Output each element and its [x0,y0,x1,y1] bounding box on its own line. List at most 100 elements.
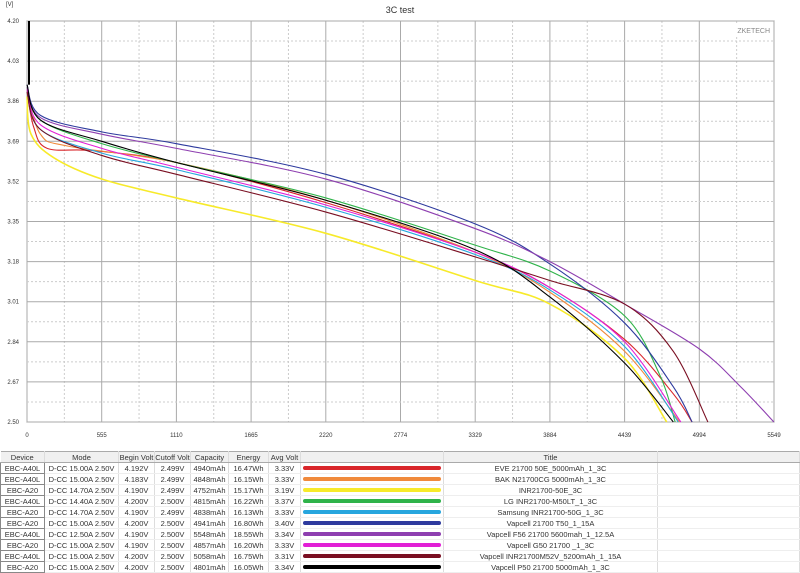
y-tick-label: 3.18 [7,260,19,266]
table-cell: 4.190V [118,506,155,518]
table-cell: 4857mAh [190,539,229,551]
table-cell: 3.37V [268,495,301,507]
table-cell: 2.499V [154,462,191,474]
color-bar [303,466,441,470]
table-cell: EBC-A40L [0,473,45,485]
table-cell: 4815mAh [190,495,229,507]
y-tick-label: 3.69 [7,139,19,145]
table-row[interactable]: EBC-A20 D-CC 15.00A 2.50V 4.200V 2.500V 4801… [0,561,800,573]
column-header[interactable]: Avg Volt [268,451,301,463]
results-table: Device Mode Begin Volt Cutoff Volt Capacity E… [0,451,800,573]
table-cell: D-CC 15.00A 2.50V [44,517,119,529]
y-tick-label: 4.20 [7,19,19,25]
discharge-chart: [V] 3C test 0 555 1110 1665 2220 2774 3329 3884… [6,2,781,439]
column-header[interactable]: Begin Volt [118,451,155,463]
chart-title: 3C test [386,5,415,15]
column-header[interactable]: Cutoff Volt [154,451,191,463]
table-cell: D-CC 14.70A 2.50V [44,506,119,518]
table-cell: BAK N21700CG 5000mAh_1_3C [443,473,658,485]
table-cell-empty [657,473,800,485]
table-cell: 4.200V [118,517,155,529]
y-tick-label: 3.01 [7,300,19,306]
table-cell-empty [657,517,800,529]
table-cell: D-CC 14.40A 2.50V [44,495,119,507]
table-row[interactable]: EBC-A20 D-CC 15.00A 2.50V 4.190V 2.500V 4857… [0,539,800,551]
table-row[interactable]: EBC-A20 D-CC 14.70A 2.50V 4.190V 2.499V 4752… [0,484,800,496]
table-row[interactable]: EBC-A40L D-CC 14.40A 2.50V 4.200V 2.500V 481… [0,495,800,507]
table-cell: EBC-A20 [0,506,45,518]
x-tick-label: 5549 [767,433,781,439]
series-color-swatch [300,473,444,485]
table-cell: D-CC 15.00A 2.50V [44,550,119,562]
column-header[interactable]: Mode [44,451,119,463]
table-cell: 2.499V [154,484,191,496]
table-cell-empty [657,506,800,518]
series-color-swatch [300,506,444,518]
table-cell: 3.33V [268,539,301,551]
table-row[interactable]: EBC-A40L D-CC 12.50A 2.50V 4.190V 2.500V 554… [0,528,800,540]
table-cell: 4.190V [118,539,155,551]
table-cell-empty [657,561,800,573]
table-cell: 3.31V [268,550,301,562]
table-cell: Vapcell G50 21700 _1_3C [443,539,658,551]
table-cell: 16.75Wh [228,550,269,562]
x-tick-label: 555 [97,433,108,439]
table-cell: 3.40V [268,517,301,529]
table-cell: LG INR21700-M50LT_1_3C [443,495,658,507]
table-cell: Vapcell INR21700M52V_5200mAh_1_15A [443,550,658,562]
table-cell-empty [657,550,800,562]
table-row[interactable]: EBC-A40L D-CC 15.00A 2.50V 4.183V 2.499V 484… [0,473,800,485]
x-tick-label: 2774 [394,433,408,439]
table-cell: 4.200V [118,561,155,573]
table-cell: EBC-A40L [0,495,45,507]
y-unit-label: [V] [6,2,14,8]
series-line-8 [26,89,682,423]
column-header[interactable]: Energy [228,451,269,463]
table-cell: 16.20Wh [228,539,269,551]
column-header[interactable]: Title [443,451,658,463]
series-line-10 [26,84,674,423]
table-cell: EBC-A40L [0,528,45,540]
table-cell: 4940mAh [190,462,229,474]
x-tick-label: 4439 [618,433,632,439]
series-color-swatch [300,462,444,474]
table-cell: 5058mAh [190,550,229,562]
table-cell: 3.19V [268,484,301,496]
column-header[interactable] [300,451,444,463]
y-tick-label: 3.86 [7,99,19,105]
x-tick-label: 4994 [693,433,707,439]
color-bar [303,543,441,547]
series-color-swatch [300,495,444,507]
table-row[interactable]: EBC-A20 D-CC 15.00A 2.50V 4.200V 2.500V 4941… [0,517,800,529]
table-cell: 2.500V [154,495,191,507]
series-line-9 [26,91,709,423]
table-cell: 4.200V [118,550,155,562]
table-row[interactable]: EBC-A40L D-CC 15.00A 2.50V 4.192V 2.499V 494… [0,462,800,474]
series-color-swatch [300,528,444,540]
x-tick-label: 1665 [244,433,258,439]
table-cell: 3.34V [268,561,301,573]
table-cell: EBC-A20 [0,539,45,551]
series-color-swatch [300,484,444,496]
y-tick-label: 3.52 [7,179,19,185]
table-cell: EVE 21700 50E_5000mAh_1_3C [443,462,658,474]
color-bar [303,499,441,503]
table-cell: 2.500V [154,539,191,551]
column-header[interactable]: Capacity [190,451,229,463]
table-cell: EBC-A20 [0,484,45,496]
y-tick-label: 4.03 [7,59,19,65]
table-cell-empty [657,539,800,551]
table-cell: 4941mAh [190,517,229,529]
table-cell: 16.13Wh [228,506,269,518]
table-row[interactable]: EBC-A40L D-CC 15.00A 2.50V 4.200V 2.500V 505… [0,550,800,562]
table-cell-empty [657,495,800,507]
table-cell: 15.17Wh [228,484,269,496]
table-row[interactable]: EBC-A20 D-CC 14.70A 2.50V 4.190V 2.499V 4838… [0,506,800,518]
color-bar [303,521,441,525]
table-cell: 3.33V [268,462,301,474]
column-header[interactable]: Device [0,451,45,463]
y-tick-label: 3.35 [7,220,19,226]
table-cell: D-CC 15.00A 2.50V [44,473,119,485]
table-cell: 2.499V [154,506,191,518]
table-cell: EBC-A40L [0,462,45,474]
